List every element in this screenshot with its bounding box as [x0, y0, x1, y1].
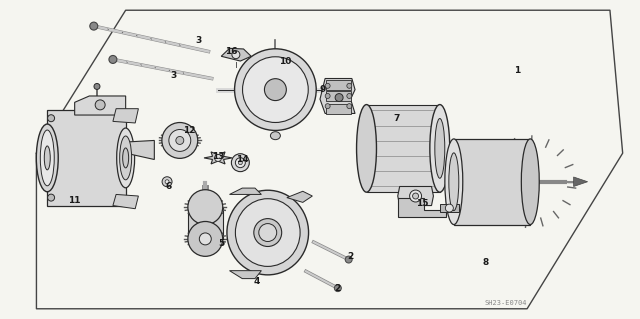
Circle shape — [165, 180, 169, 184]
Ellipse shape — [169, 130, 191, 152]
Polygon shape — [454, 139, 531, 225]
Ellipse shape — [116, 128, 134, 188]
Circle shape — [325, 83, 330, 88]
Text: 2: 2 — [335, 284, 341, 293]
Polygon shape — [113, 195, 138, 209]
Circle shape — [445, 204, 453, 212]
Circle shape — [345, 256, 352, 263]
Text: 1: 1 — [515, 66, 521, 75]
Polygon shape — [440, 204, 459, 212]
Polygon shape — [326, 80, 351, 90]
Circle shape — [47, 115, 54, 122]
Text: 8: 8 — [483, 258, 489, 267]
Circle shape — [325, 104, 330, 109]
Text: 16: 16 — [225, 47, 237, 56]
Text: 11: 11 — [68, 196, 81, 205]
Ellipse shape — [264, 79, 286, 100]
Ellipse shape — [449, 153, 459, 211]
Circle shape — [335, 93, 343, 101]
Ellipse shape — [199, 233, 211, 245]
Text: 3: 3 — [196, 36, 202, 45]
Polygon shape — [75, 96, 125, 115]
Polygon shape — [573, 177, 588, 187]
Circle shape — [232, 51, 240, 59]
Polygon shape — [47, 110, 125, 205]
Text: 2: 2 — [348, 252, 354, 261]
Text: 10: 10 — [279, 56, 291, 65]
Polygon shape — [326, 104, 351, 114]
Polygon shape — [397, 187, 433, 205]
Ellipse shape — [36, 124, 58, 192]
Ellipse shape — [235, 49, 316, 130]
Ellipse shape — [123, 148, 129, 168]
Polygon shape — [320, 78, 355, 114]
Ellipse shape — [188, 190, 223, 225]
Ellipse shape — [356, 105, 376, 192]
Text: 14: 14 — [236, 155, 248, 164]
Circle shape — [410, 190, 422, 202]
Circle shape — [347, 83, 352, 88]
Polygon shape — [398, 197, 446, 217]
Polygon shape — [326, 91, 351, 101]
Ellipse shape — [435, 119, 445, 178]
Circle shape — [236, 158, 245, 168]
Circle shape — [347, 93, 352, 99]
Polygon shape — [230, 271, 261, 278]
Circle shape — [162, 177, 172, 187]
Polygon shape — [113, 109, 138, 123]
Text: 12: 12 — [183, 126, 196, 135]
Text: 3: 3 — [170, 71, 177, 80]
Text: 4: 4 — [253, 277, 259, 286]
Text: 5: 5 — [218, 239, 225, 248]
Circle shape — [413, 193, 419, 199]
Ellipse shape — [40, 130, 54, 186]
Polygon shape — [367, 105, 440, 192]
Polygon shape — [125, 140, 154, 160]
Ellipse shape — [120, 136, 132, 180]
Circle shape — [47, 194, 54, 201]
Ellipse shape — [254, 219, 282, 247]
Circle shape — [347, 104, 352, 109]
Text: SH23-E0704: SH23-E0704 — [484, 300, 527, 306]
Text: 13: 13 — [212, 152, 224, 161]
Ellipse shape — [236, 199, 300, 266]
Ellipse shape — [44, 146, 51, 170]
Circle shape — [232, 154, 250, 172]
Text: 6: 6 — [165, 182, 172, 191]
Polygon shape — [188, 207, 223, 239]
Circle shape — [109, 56, 117, 63]
Polygon shape — [204, 152, 232, 164]
Text: 15: 15 — [416, 199, 428, 208]
Ellipse shape — [162, 122, 198, 158]
Ellipse shape — [445, 139, 463, 225]
Ellipse shape — [271, 132, 280, 140]
Circle shape — [334, 285, 341, 292]
Polygon shape — [287, 191, 312, 202]
Polygon shape — [230, 188, 261, 195]
Circle shape — [176, 137, 184, 145]
Ellipse shape — [227, 190, 308, 275]
Polygon shape — [221, 48, 251, 61]
Ellipse shape — [259, 224, 276, 241]
Circle shape — [325, 93, 330, 99]
Circle shape — [238, 161, 243, 165]
Text: 9: 9 — [320, 85, 326, 94]
Circle shape — [94, 84, 100, 89]
Ellipse shape — [430, 105, 450, 192]
Ellipse shape — [243, 57, 308, 122]
Ellipse shape — [188, 221, 223, 256]
Circle shape — [95, 100, 105, 110]
Circle shape — [90, 22, 98, 30]
Ellipse shape — [522, 139, 540, 225]
Circle shape — [214, 154, 221, 161]
Text: 7: 7 — [393, 114, 399, 123]
